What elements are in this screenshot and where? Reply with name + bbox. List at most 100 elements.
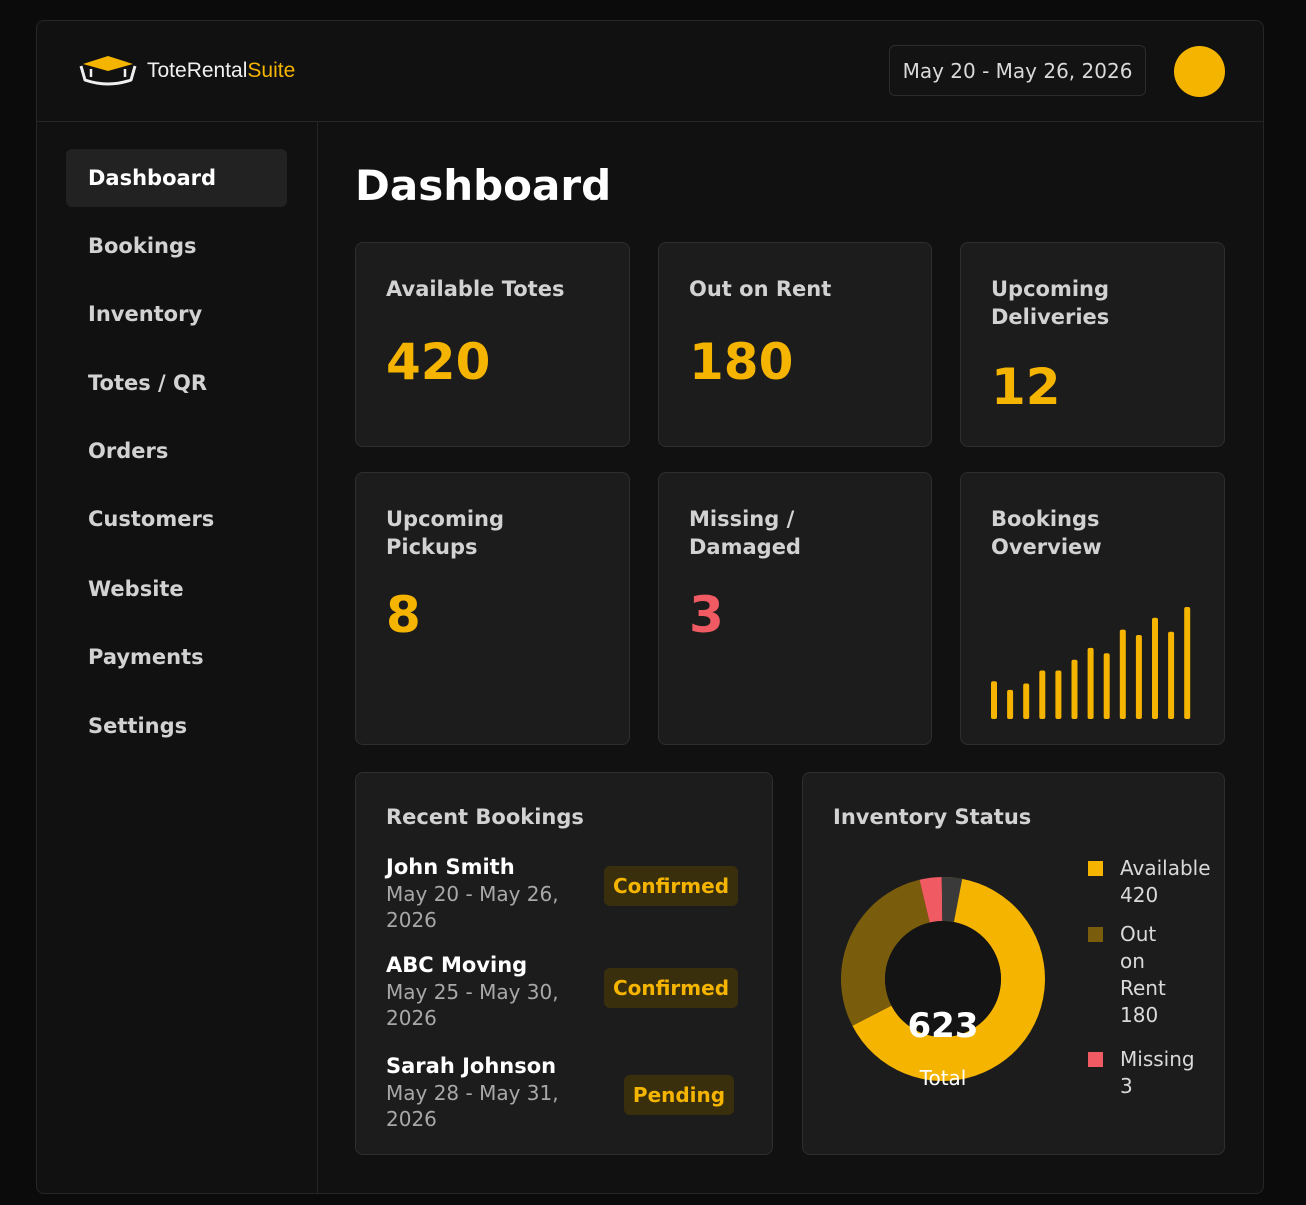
- bookings-overview-card[interactable]: Bookings Overview: [960, 472, 1225, 745]
- card-title: Recent Bookings: [386, 805, 584, 829]
- stat-value: 3: [689, 586, 724, 644]
- donut-segment-available: [852, 877, 1045, 1081]
- stat-value: 420: [386, 333, 491, 391]
- bar: [991, 681, 997, 719]
- booking-customer-name: ABC Moving: [386, 953, 528, 977]
- stat-value: 180: [689, 333, 794, 391]
- sidebar-item-orders[interactable]: Orders: [88, 439, 169, 463]
- booking-customer-name: John Smith: [386, 855, 515, 879]
- bar: [1007, 689, 1014, 719]
- bar: [1119, 629, 1126, 719]
- booking-dates-line: 2026: [386, 908, 437, 932]
- sidebar-item-inventory[interactable]: Inventory: [88, 302, 203, 326]
- avatar[interactable]: [1174, 46, 1225, 97]
- inventory-status-card: Inventory Status 623 Total Available 420…: [802, 772, 1225, 1155]
- bar: [1135, 635, 1142, 719]
- stat-label: Upcoming Deliveries: [991, 275, 1109, 331]
- legend-swatch: [1088, 1052, 1103, 1067]
- page-title: Dashboard: [355, 161, 612, 210]
- legend-label-line: 3: [1120, 1074, 1133, 1098]
- stat-card-missing-damaged[interactable]: Missing / Damaged 3: [658, 472, 932, 745]
- stat-label: Out on Rent: [689, 277, 832, 301]
- date-range-picker[interactable]: May 20 - May 26, 2026: [889, 45, 1146, 96]
- booking-dates-line: 2026: [386, 1107, 437, 1131]
- legend-label-line: 420: [1120, 883, 1159, 907]
- stat-card-upcoming-deliveries[interactable]: Upcoming Deliveries 12: [960, 242, 1225, 447]
- list-item[interactable]: John Smith May 20 - May 26, 2026: [386, 854, 738, 933]
- sidebar-item-payments[interactable]: Payments: [88, 645, 204, 669]
- card-title: Inventory Status: [833, 805, 1032, 829]
- bar: [1103, 653, 1110, 719]
- legend-label: Out on Rent 180: [1120, 921, 1220, 1029]
- booking-dates-line: May 28 - May 31,: [386, 1081, 559, 1105]
- donut-hole: [885, 921, 1001, 1037]
- booking-customer-name: Sarah Johnson: [386, 1054, 557, 1078]
- sidebar: Dashboard Bookings Inventory Totes / QR …: [37, 122, 318, 1193]
- legend-label: Available 420: [1120, 855, 1220, 909]
- booking-dates-line: 2026: [386, 1006, 437, 1030]
- legend-item-out-on-rent: Out on Rent 180: [1088, 921, 1220, 1029]
- donut-total-label: Total: [919, 1066, 967, 1090]
- stat-label-line: Missing /: [689, 507, 795, 531]
- legend-item-available: Available 420: [1088, 855, 1220, 909]
- brand-name-main: ToteRental: [147, 59, 248, 82]
- stat-card-out-on-rent[interactable]: Out on Rent 180: [658, 242, 932, 447]
- bar: [1087, 647, 1094, 719]
- stat-label-line: Damaged: [689, 535, 801, 559]
- list-item[interactable]: Sarah Johnson May 28 - May 31, 2026: [386, 1053, 738, 1132]
- legend-label: Missing 3: [1120, 1046, 1220, 1100]
- bar: [1184, 607, 1191, 719]
- card-title: Bookings Overview: [991, 505, 1102, 561]
- sidebar-item-totes-qr[interactable]: Totes / QR: [88, 371, 208, 395]
- card-title-line: Bookings: [991, 507, 1100, 531]
- donut-total-value: 623: [908, 1006, 979, 1046]
- stat-label: Missing / Damaged: [689, 505, 801, 561]
- donut-segment-out-on-rent: [841, 879, 930, 1026]
- legend-swatch: [1088, 927, 1103, 942]
- sidebar-item-bookings[interactable]: Bookings: [88, 234, 197, 258]
- bar: [1071, 659, 1078, 719]
- donut-segment-other: [941, 877, 963, 923]
- stat-label-line: Pickups: [386, 535, 478, 559]
- card-title-line: Overview: [991, 535, 1102, 559]
- booking-dates-line: May 20 - May 26,: [386, 882, 559, 906]
- bar: [1023, 683, 1030, 719]
- donut-segment-missing: [919, 877, 943, 923]
- stat-label-line: Deliveries: [991, 305, 1110, 329]
- sidebar-item-settings[interactable]: Settings: [88, 714, 188, 738]
- app-window: ToteRentalSuite May 20 - May 26, 2026 Da…: [36, 20, 1264, 1194]
- legend-label-line: Missing: [1120, 1047, 1195, 1071]
- legend-label-line: on: [1120, 949, 1145, 973]
- bookings-bar-chart: [991, 607, 1191, 719]
- sidebar-item-dashboard[interactable]: Dashboard: [66, 149, 287, 207]
- brand-name: ToteRentalSuite: [147, 59, 295, 83]
- legend-label-line: 180: [1120, 1003, 1159, 1027]
- status-badge: Confirmed: [604, 866, 738, 906]
- booking-dates-line: May 25 - May 30,: [386, 980, 559, 1004]
- status-badge: Pending: [624, 1075, 734, 1115]
- stat-card-upcoming-pickups[interactable]: Upcoming Pickups 8: [355, 472, 630, 745]
- legend-item-missing: Missing 3: [1088, 1046, 1220, 1100]
- bar: [1152, 617, 1158, 719]
- stat-label: Available Totes: [386, 277, 565, 301]
- legend-label-line: Available: [1120, 856, 1211, 880]
- inventory-donut-chart: 623 Total: [841, 877, 1045, 1090]
- tote-box-icon: [79, 56, 137, 86]
- top-header: ToteRentalSuite May 20 - May 26, 2026: [37, 21, 1263, 122]
- booking-dates: May 20 - May 26, 2026: [386, 881, 576, 933]
- list-item[interactable]: ABC Moving May 25 - May 30, 2026: [386, 952, 738, 1031]
- booking-dates: May 28 - May 31, 2026: [386, 1080, 576, 1132]
- stat-label: Upcoming Pickups: [386, 505, 504, 561]
- sidebar-item-website[interactable]: Website: [88, 577, 184, 601]
- bar: [1039, 670, 1046, 719]
- bar: [1168, 631, 1175, 719]
- stat-card-available-totes[interactable]: Available Totes 420: [355, 242, 630, 447]
- brand-logo[interactable]: ToteRentalSuite: [77, 51, 295, 91]
- legend-label-line: Out: [1120, 922, 1157, 946]
- legend-label-line: Rent: [1120, 976, 1166, 1000]
- stat-label-line: Upcoming: [386, 507, 505, 531]
- booking-dates: May 25 - May 30, 2026: [386, 979, 576, 1031]
- stat-label-line: Upcoming: [991, 277, 1110, 301]
- stat-value: 12: [991, 358, 1061, 416]
- sidebar-item-customers[interactable]: Customers: [88, 507, 215, 531]
